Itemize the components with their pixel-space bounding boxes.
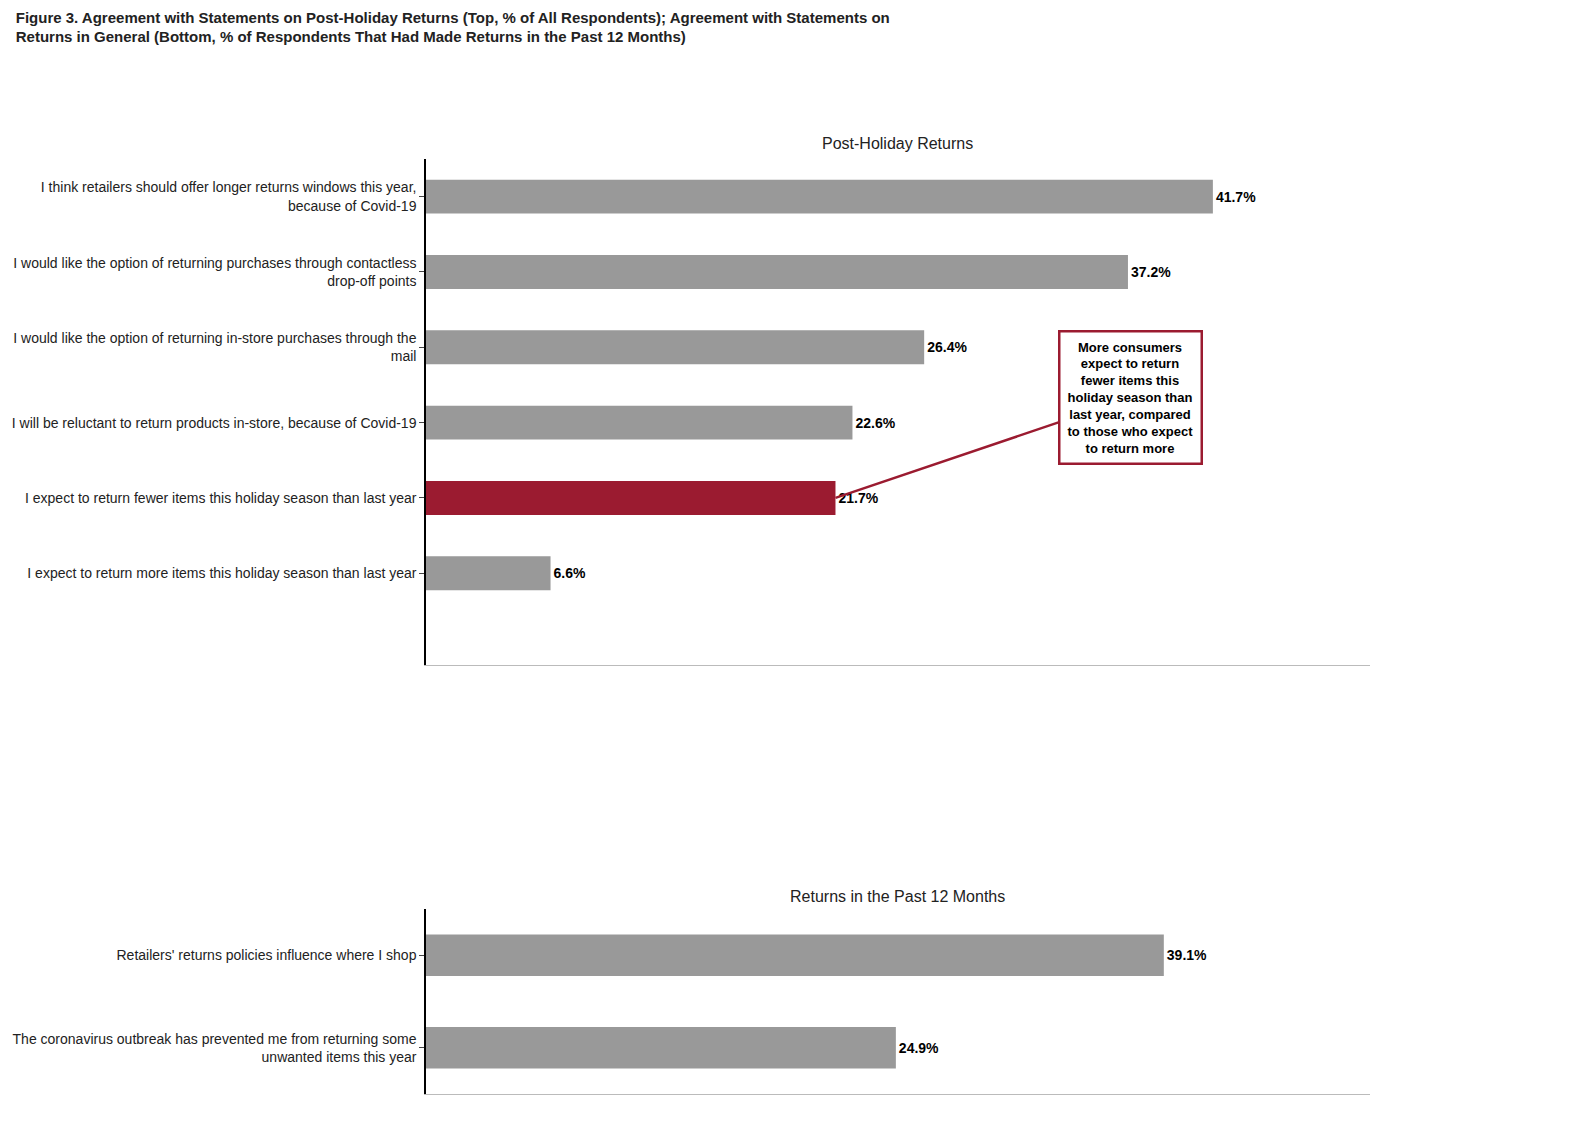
svg-text:I would like the option of ret: I would like the option of returning pur… [13,255,416,289]
svg-text:41.7%: 41.7% [1216,189,1256,205]
svg-text:21.7%: 21.7% [838,490,878,506]
svg-text:I expect to return more items: I expect to return more items this holid… [27,565,416,581]
svg-text:I will be reluctant to return: I will be reluctant to return products i… [12,415,417,431]
svg-text:More consumersexpect to return: More consumersexpect to returnfewer item… [1068,340,1194,456]
svg-text:26.4%: 26.4% [927,339,967,355]
svg-text:I think retailers should offer: I think retailers should offer longer re… [41,179,417,213]
svg-text:Post-Holiday Returns: Post-Holiday Returns [822,135,973,152]
svg-text:39.1%: 39.1% [1167,947,1207,963]
svg-text:6.6%: 6.6% [554,565,586,581]
svg-text:37.2%: 37.2% [1131,264,1171,280]
svg-text:Figure 3. Agreement with State: Figure 3. Agreement with Statements on P… [16,9,890,46]
svg-text:The coronavirus outbreak has p: The coronavirus outbreak has prevented m… [13,1031,417,1065]
svg-text:24.9%: 24.9% [899,1040,939,1056]
svg-text:Retailers' returns policies in: Retailers' returns policies influence wh… [117,947,417,963]
svg-text:22.6%: 22.6% [855,415,895,431]
svg-text:I would like the option of ret: I would like the option of returning in-… [13,330,416,364]
svg-text:Returns in the Past 12 Months: Returns in the Past 12 Months [790,888,1005,905]
svg-text:I expect to return fewer items: I expect to return fewer items this holi… [25,490,417,506]
